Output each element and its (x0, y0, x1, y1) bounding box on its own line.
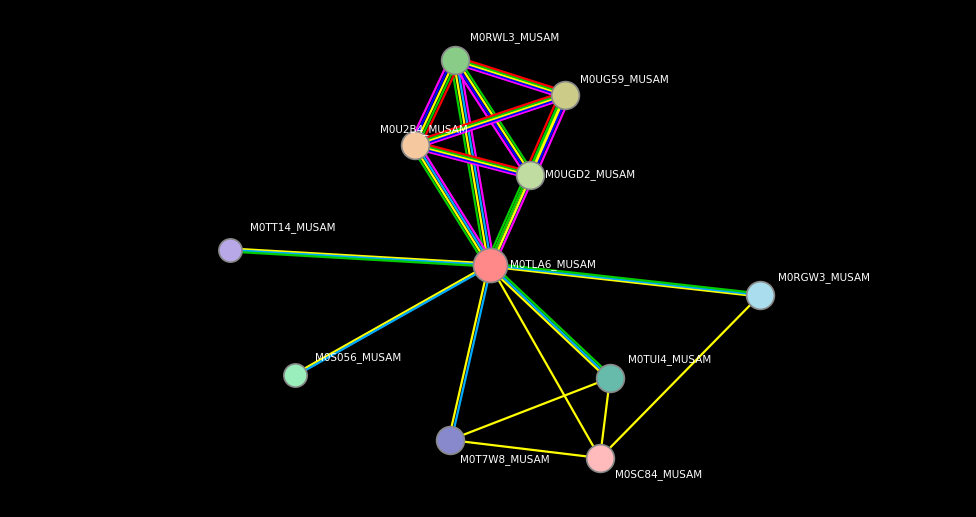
Point (447, 56, 463, 64)
Point (592, 454, 608, 462)
Point (522, 171, 538, 179)
Point (482, 261, 498, 269)
Text: M0TUI4_MUSAM: M0TUI4_MUSAM (628, 355, 712, 366)
Point (557, 91, 573, 99)
Point (602, 374, 618, 382)
Point (223, 246, 238, 254)
Text: M0RGW3_MUSAM: M0RGW3_MUSAM (778, 272, 870, 283)
Text: M0TT14_MUSAM: M0TT14_MUSAM (250, 222, 336, 234)
Text: M0UGD2_MUSAM: M0UGD2_MUSAM (545, 170, 635, 180)
Text: M0SC84_MUSAM: M0SC84_MUSAM (615, 469, 702, 480)
Text: M0U2B4_MUSAM: M0U2B4_MUSAM (380, 125, 468, 135)
Text: M0RWL3_MUSAM: M0RWL3_MUSAM (470, 33, 559, 43)
Point (442, 436, 458, 444)
Point (407, 141, 423, 149)
Text: M0S056_MUSAM: M0S056_MUSAM (315, 353, 401, 363)
Point (752, 291, 768, 299)
Text: M0T7W8_MUSAM: M0T7W8_MUSAM (460, 454, 549, 465)
Text: M0UG59_MUSAM: M0UG59_MUSAM (580, 74, 669, 85)
Point (287, 371, 303, 379)
Text: M0TLA6_MUSAM: M0TLA6_MUSAM (510, 260, 596, 270)
